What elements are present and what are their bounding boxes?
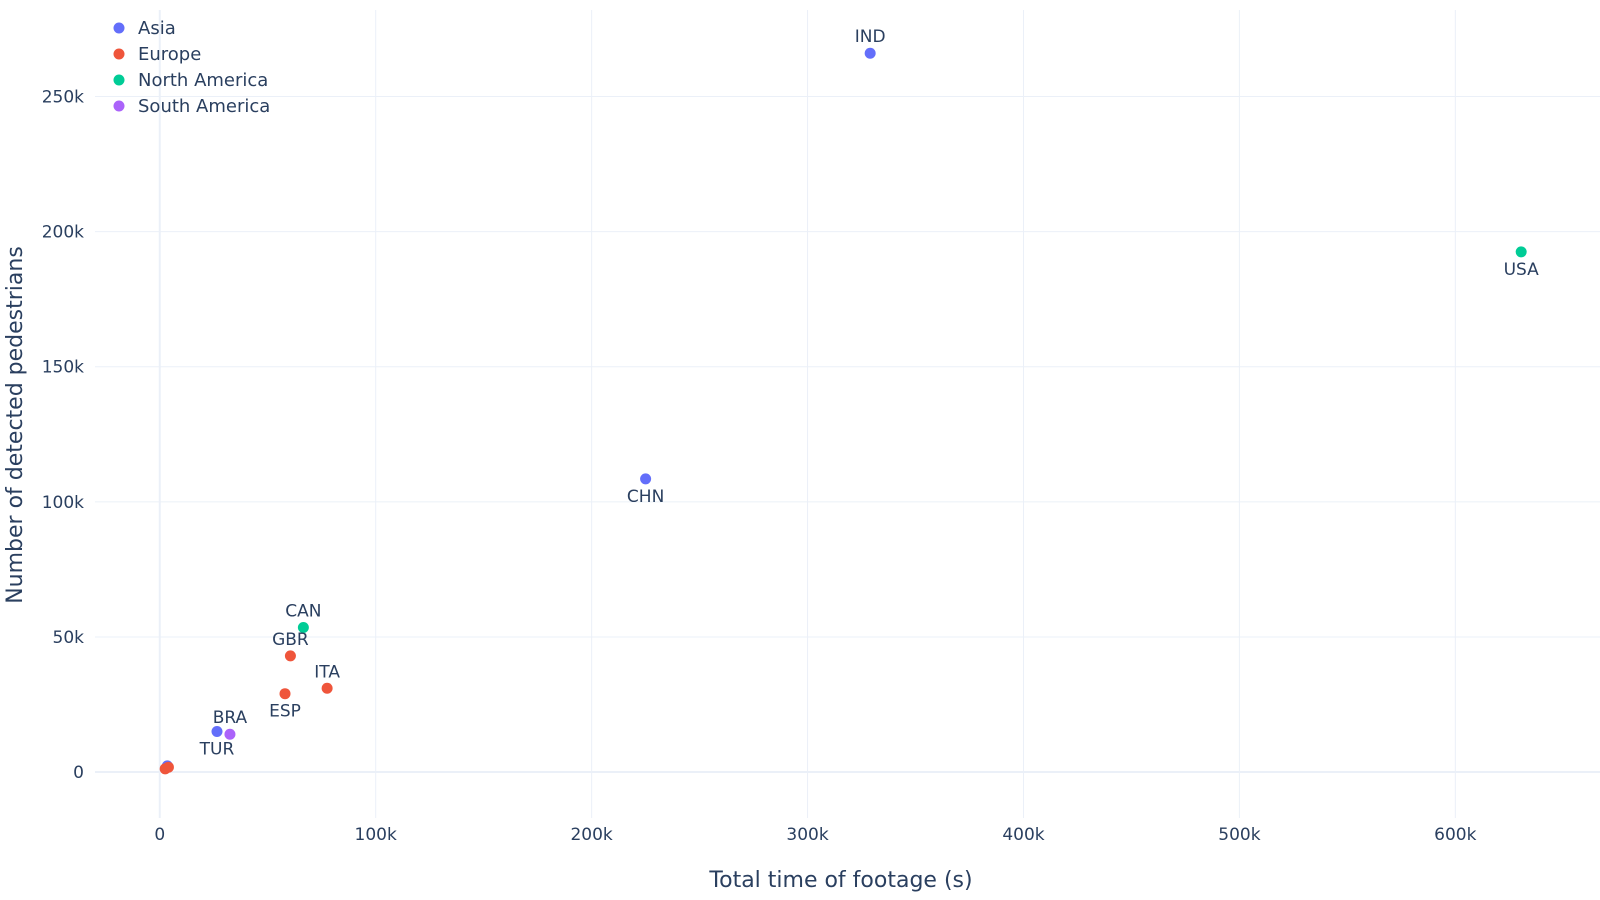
legend-item[interactable]: South America [113,96,271,117]
tick-labels: 0 100k 200k 300k 400k 500k 600k 0 50k 100k 150k 200… [42,87,1477,845]
legend-label: North America [138,70,268,91]
y-tick-label: 100k [42,493,84,513]
legend-label: Europe [138,44,201,65]
legend-label: South America [138,96,270,117]
x-tick-label: 400k [1002,825,1044,845]
x-tick-label: 500k [1218,825,1260,845]
x-tick-label: 200k [570,825,612,845]
x-tick-label: 100k [355,825,397,845]
data-point[interactable] [864,47,876,59]
data-point[interactable] [224,728,236,740]
legend-label: Asia [138,18,176,39]
point-label: CAN [285,601,321,621]
point-label: CHN [627,487,664,507]
data-points [159,47,1527,775]
legend-marker [113,74,125,86]
data-point[interactable] [321,682,333,694]
x-axis-title: Total time of footage (s) [708,868,972,893]
data-point[interactable] [159,763,171,775]
data-point[interactable] [640,473,652,485]
point-label: GBR [272,630,309,650]
grid-layer [95,10,1600,818]
legend-marker [113,48,125,60]
y-tick-label: 150k [42,358,84,378]
y-tick-label: 50k [53,628,85,648]
legend-item[interactable]: Europe [113,44,202,65]
x-tick-label: 300k [786,825,828,845]
point-label: IND [855,27,886,47]
data-point[interactable] [211,726,223,738]
y-tick-label: 0 [73,763,84,783]
data-point[interactable] [297,621,309,633]
x-tick-label: 0 [154,825,165,845]
data-point[interactable] [284,650,296,662]
x-tick-label: 600k [1434,825,1476,845]
legend-item[interactable]: Asia [113,18,176,39]
data-point[interactable] [279,688,291,700]
point-label: BRA [213,708,248,728]
point-label: ESP [269,702,301,722]
legend-item[interactable]: North America [113,70,269,91]
y-axis-title: Number of detected pedestrians [3,246,28,604]
point-label: TUR [199,740,235,760]
y-tick-label: 250k [42,87,84,107]
legend-marker [113,22,125,34]
data-point[interactable] [1515,246,1527,258]
y-tick-label: 200k [42,223,84,243]
point-label: ITA [314,662,340,682]
legend-marker [113,100,125,112]
legend[interactable]: Asia Europe North America South America [113,18,271,117]
point-label: USA [1504,260,1540,280]
